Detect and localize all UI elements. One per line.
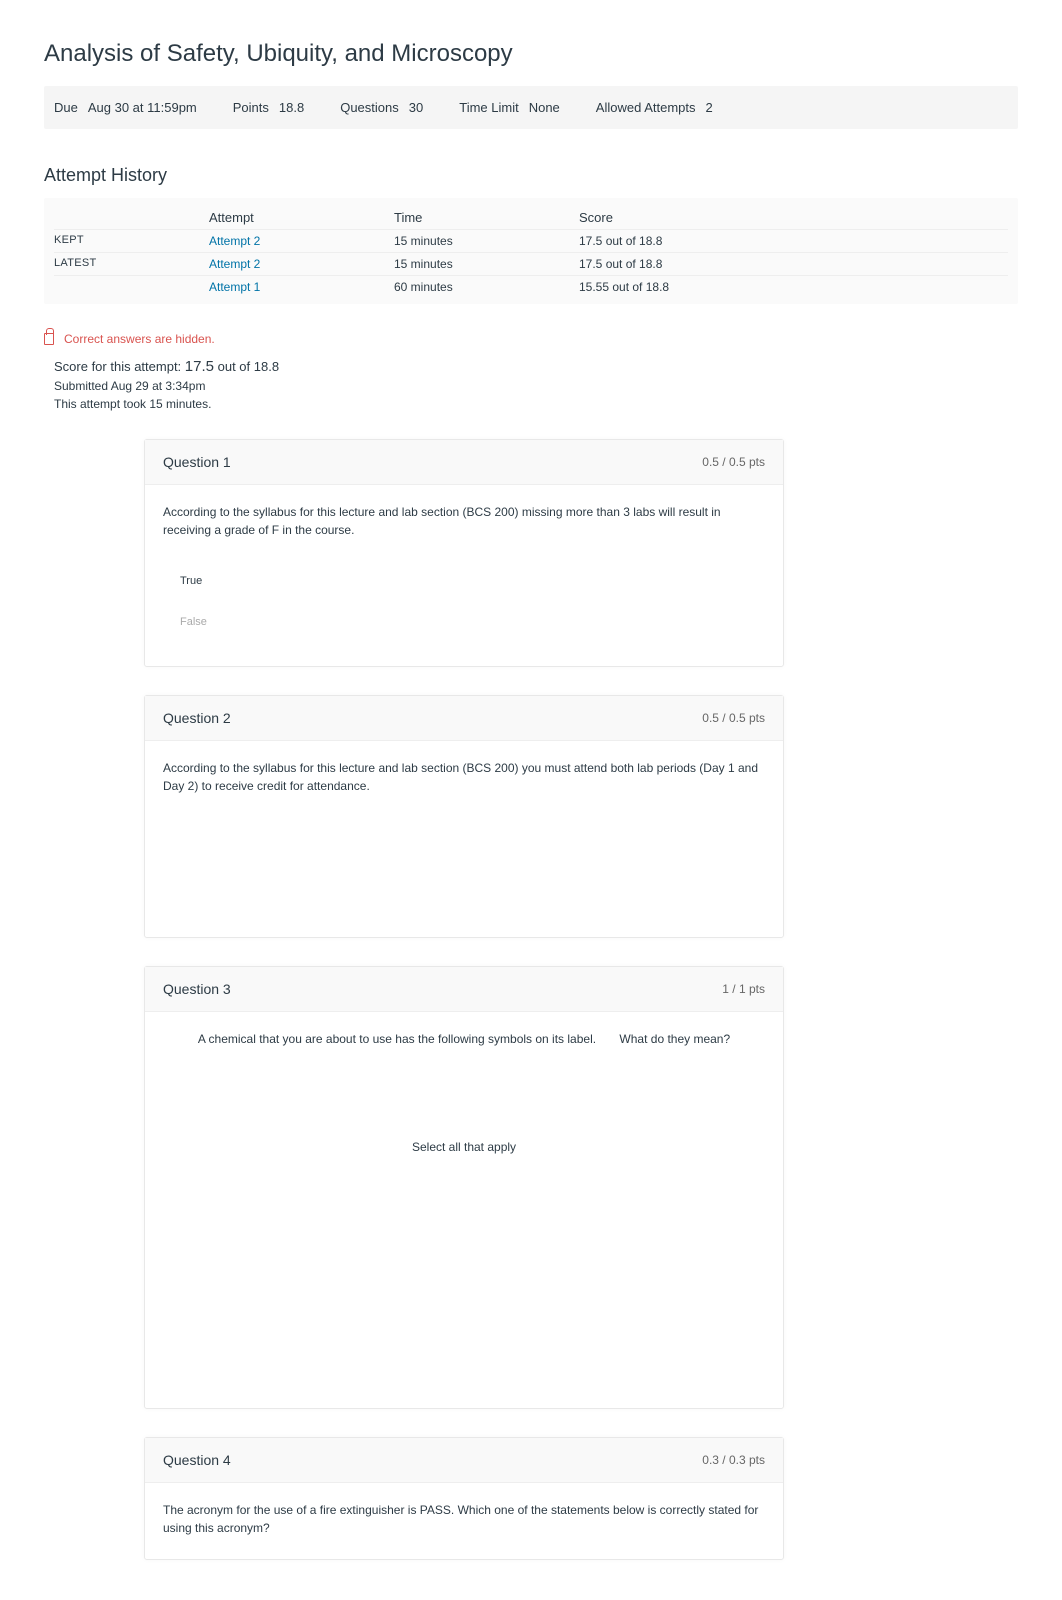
question-title: Question 3 (163, 981, 231, 997)
question-card: Question 4 0.3 / 0.3 pts The acronym for… (144, 1437, 784, 1560)
meta-questions-label: Questions (340, 100, 399, 115)
meta-attempts: Allowed Attempts 2 (596, 100, 713, 115)
history-score: 17.5 out of 18.8 (579, 257, 1008, 271)
history-col-score: Score (579, 210, 1008, 225)
question-points: 1 / 1 pts (722, 982, 765, 996)
attempt-link[interactable]: Attempt 2 (209, 257, 394, 271)
meta-attempts-label: Allowed Attempts (596, 100, 696, 115)
submitted-line: Submitted Aug 29 at 3:34pm (54, 379, 1008, 393)
question-title: Question 1 (163, 454, 231, 470)
attempt-link[interactable]: Attempt 1 (209, 280, 394, 294)
question-body: A chemical that you are about to use has… (145, 1012, 783, 1408)
attempt-score-line: Score for this attempt: 17.5 out of 18.8 (54, 358, 1008, 375)
history-col-attempt: Attempt (209, 210, 394, 225)
meta-questions: Questions 30 (340, 100, 423, 115)
history-header-row: Attempt Time Score (54, 206, 1008, 230)
history-score: 15.55 out of 18.8 (579, 280, 1008, 294)
meta-timelimit: Time Limit None (459, 100, 560, 115)
score-prefix: Score for this attempt: (54, 359, 181, 374)
history-row: LATEST Attempt 2 15 minutes 17.5 out of … (54, 253, 1008, 276)
question-text: According to the syllabus for this lectu… (163, 759, 765, 795)
history-row: KEPT Attempt 2 15 minutes 17.5 out of 18… (54, 230, 1008, 253)
question-title: Question 2 (163, 710, 231, 726)
question-text-b: What do they mean? (619, 1032, 730, 1046)
history-tag: LATEST (54, 257, 209, 271)
question-text: A chemical that you are about to use has… (163, 1030, 765, 1048)
question-text-a: A chemical that you are about to use has… (198, 1032, 596, 1046)
score-value: 17.5 (185, 358, 214, 375)
attempt-history-table: Attempt Time Score KEPT Attempt 2 15 min… (44, 198, 1018, 304)
history-time: 60 minutes (394, 280, 579, 294)
meta-due-label: Due (54, 100, 78, 115)
question-header: Question 2 0.5 / 0.5 pts (145, 696, 783, 741)
answer-option: True (163, 563, 765, 600)
lock-icon (44, 333, 54, 345)
question-points: 0.5 / 0.5 pts (702, 711, 765, 725)
meta-points: Points 18.8 (233, 100, 304, 115)
history-row: Attempt 1 60 minutes 15.55 out of 18.8 (54, 276, 1008, 298)
answer-option: False (163, 604, 765, 641)
quiz-meta-bar: Due Aug 30 at 11:59pm Points 18.8 Questi… (44, 86, 1018, 129)
history-time: 15 minutes (394, 234, 579, 248)
question-body: According to the syllabus for this lectu… (145, 485, 783, 666)
question-title: Question 4 (163, 1452, 231, 1468)
meta-points-label: Points (233, 100, 269, 115)
question-header: Question 1 0.5 / 0.5 pts (145, 440, 783, 485)
question-body: According to the syllabus for this lectu… (145, 741, 783, 937)
question-card: Question 3 1 / 1 pts A chemical that you… (144, 966, 784, 1409)
meta-timelimit-label: Time Limit (459, 100, 518, 115)
question-text: According to the syllabus for this lectu… (163, 503, 765, 539)
question-text: The acronym for the use of a fire exting… (163, 1501, 765, 1537)
hidden-answers-banner: Correct answers are hidden. (44, 332, 1018, 346)
history-time: 15 minutes (394, 257, 579, 271)
history-tag (54, 280, 209, 294)
question-body: The acronym for the use of a fire exting… (145, 1483, 783, 1559)
history-tag: KEPT (54, 234, 209, 248)
answer-list: True False (163, 563, 765, 640)
attempt-history-heading: Attempt History (44, 165, 1018, 186)
meta-due-value: Aug 30 at 11:59pm (88, 100, 197, 115)
duration-line: This attempt took 15 minutes. (54, 397, 1008, 411)
question-card: Question 2 0.5 / 0.5 pts According to th… (144, 695, 784, 938)
history-col-time: Time (394, 210, 579, 225)
hidden-answers-text: Correct answers are hidden. (64, 332, 215, 346)
score-suffix: out of 18.8 (218, 359, 279, 374)
history-score: 17.5 out of 18.8 (579, 234, 1008, 248)
page-title: Analysis of Safety, Ubiquity, and Micros… (44, 40, 1018, 68)
meta-timelimit-value: None (529, 100, 560, 115)
attempt-link[interactable]: Attempt 2 (209, 234, 394, 248)
question-header: Question 4 0.3 / 0.3 pts (145, 1438, 783, 1483)
meta-questions-value: 30 (409, 100, 423, 115)
question-points: 0.3 / 0.3 pts (702, 1453, 765, 1467)
meta-points-value: 18.8 (279, 100, 304, 115)
meta-attempts-value: 2 (706, 100, 713, 115)
question-points: 0.5 / 0.5 pts (702, 455, 765, 469)
select-all-instruction: Select all that apply (163, 1138, 765, 1156)
question-header: Question 3 1 / 1 pts (145, 967, 783, 1012)
question-card: Question 1 0.5 / 0.5 pts According to th… (144, 439, 784, 667)
meta-due: Due Aug 30 at 11:59pm (54, 100, 197, 115)
